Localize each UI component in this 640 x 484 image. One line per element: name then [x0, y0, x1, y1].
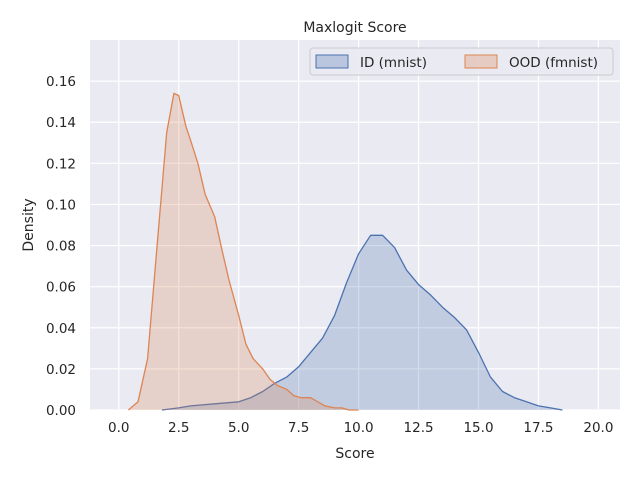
legend: ID (mnist) OOD (fmnist)	[309, 47, 614, 76]
y-tick-label: 0.14	[46, 115, 76, 131]
series-layer	[127, 92, 563, 411]
grid	[90, 40, 620, 411]
series-area-0	[161, 235, 563, 410]
chart-title: Maxlogit Score	[303, 20, 406, 36]
x-tick-label: 2.5	[168, 420, 189, 436]
x-tick-label: 17.5	[523, 420, 553, 436]
series-line-1	[127, 92, 359, 411]
x-tick-label: 7.5	[288, 420, 309, 436]
y-tick-label: 0.04	[46, 321, 76, 337]
y-axis-label: Density	[21, 198, 37, 251]
x-axis-label: Score	[335, 446, 374, 462]
y-tick-label: 0.10	[46, 197, 76, 213]
legend-frame	[309, 47, 614, 76]
legend-swatch-id	[315, 54, 349, 69]
y-tick-label: 0.00	[46, 403, 76, 419]
tick-labels: 0.0 2.5 5.0 7.5 10.0 12.5 15.0 17.5 20.0 0.00 0.02…	[46, 74, 614, 436]
x-tick-label: 15.0	[463, 420, 493, 436]
x-tick-label: 12.5	[404, 420, 434, 436]
series-area-1	[128, 93, 359, 411]
x-tick-label: 5.0	[228, 420, 249, 436]
y-tick-label: 0.06	[46, 280, 76, 296]
y-tick-label: 0.02	[46, 362, 76, 378]
x-tick-label: 0.0	[108, 420, 129, 436]
y-tick-label: 0.12	[46, 156, 76, 172]
series-line-0	[161, 234, 563, 411]
y-tick-label: 0.16	[46, 74, 76, 90]
x-tick-label: 10.0	[344, 420, 374, 436]
legend-swatch-ood	[464, 54, 498, 69]
legend-label-ood: OOD (fmnist)	[509, 55, 598, 71]
x-tick-label: 20.0	[583, 420, 613, 436]
y-tick-label: 0.08	[46, 239, 76, 255]
legend-label-id: ID (mnist)	[360, 55, 427, 71]
